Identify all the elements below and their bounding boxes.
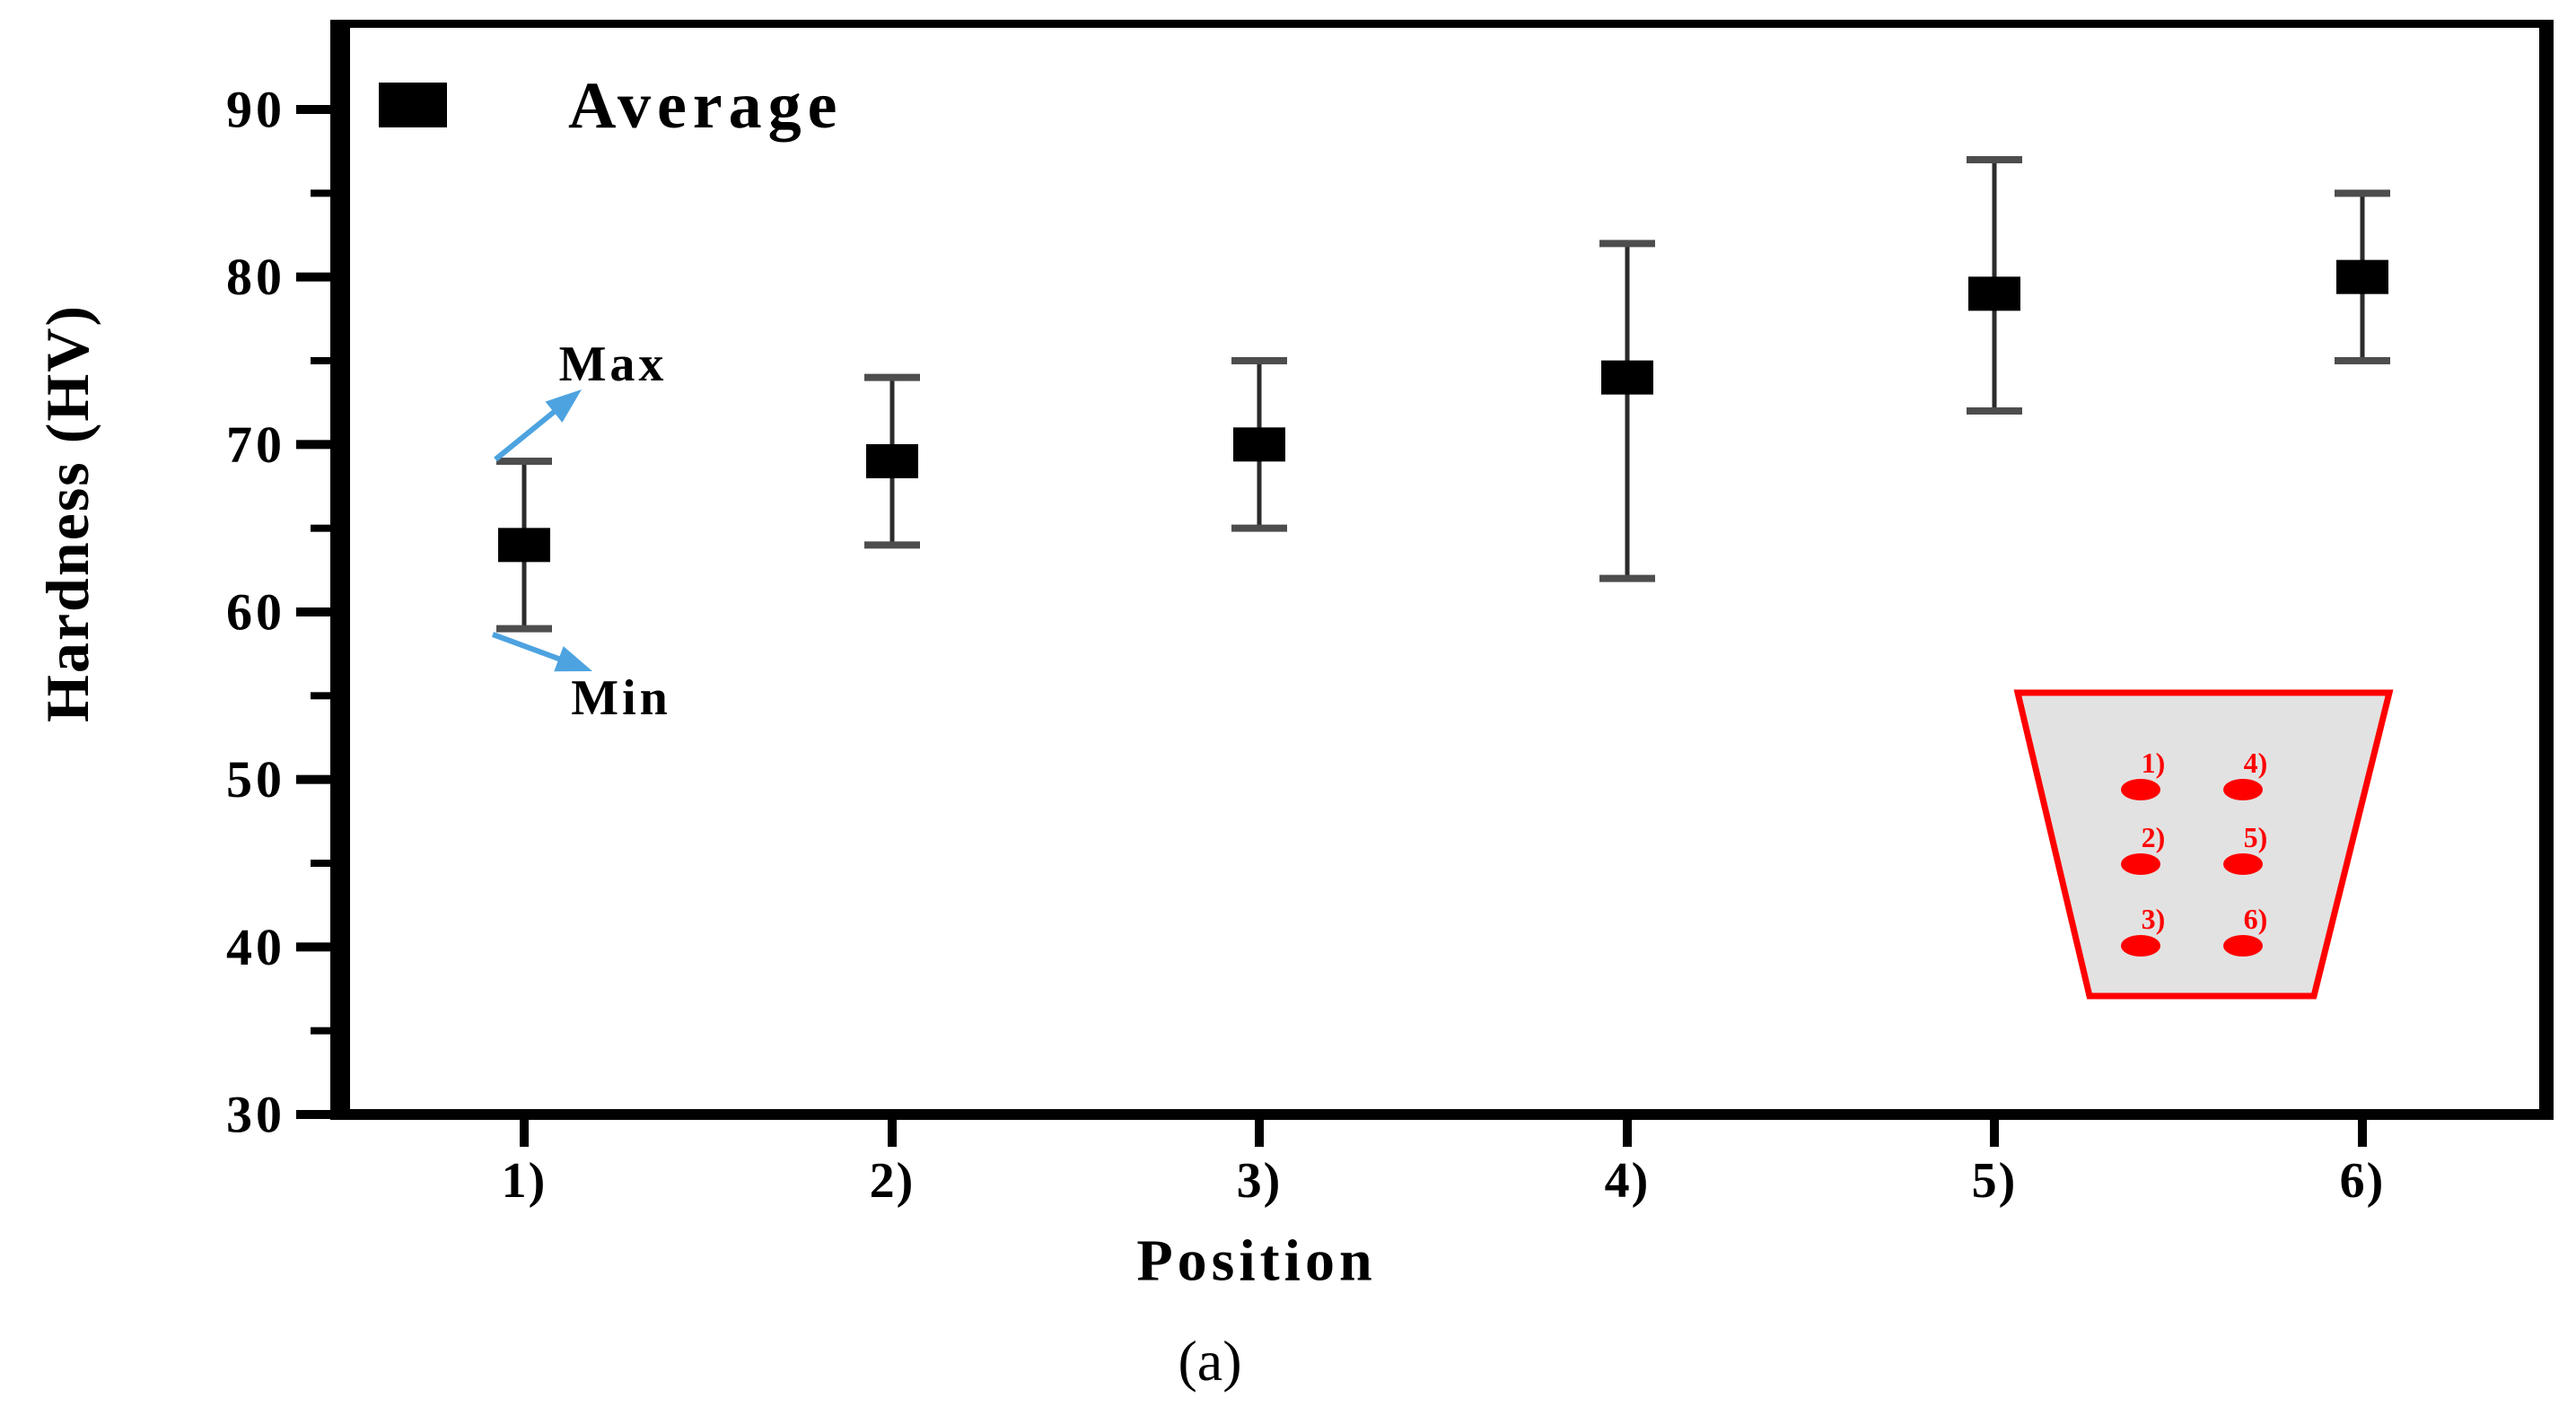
min-arrow-icon-shaft [491,632,565,664]
average-marker-4 [1601,360,1653,395]
min-arrow-icon [554,646,592,672]
y-tick-label-50: 50 [226,750,285,808]
x-axis-title: Position [1136,1228,1376,1294]
error-bar-4 [1599,240,1655,582]
y-tick-label-40: 40 [226,918,285,976]
y-tick-80 [296,272,330,282]
y-tick-label-60: 60 [226,583,285,642]
x-tick-label-3: 3) [1237,1153,1283,1209]
y-minor-tick-35 [311,1027,330,1035]
y-minor-tick-85 [311,189,330,197]
x-tick-label-2: 2) [870,1153,916,1209]
y-tick-50 [296,774,330,784]
y-tick-label-90: 90 [226,81,285,139]
x-tick-3 [1255,1120,1264,1147]
x-tick-6 [2358,1120,2367,1147]
average-marker-1 [498,528,550,563]
inset-dot-3 [2121,935,2160,957]
y-minor-tick-45 [311,860,330,868]
x-tick-2 [888,1120,897,1147]
max-arrow-icon-shaft [494,406,560,462]
y-tick-label-30: 30 [226,1086,285,1144]
average-marker-3 [1233,427,1285,462]
inset-dot-1 [2121,779,2160,800]
x-tick-4 [1623,1120,1632,1147]
x-tick-1 [520,1120,529,1147]
y-tick-60 [296,607,330,617]
inset-dot-label-6: 6) [2244,903,2268,935]
average-marker-5 [1968,276,2020,311]
inset-dot-6 [2223,935,2263,957]
inset-dot-label-4: 4) [2244,747,2268,779]
plot-frame-top [330,20,2554,28]
x-tick-5 [1990,1120,1999,1147]
inset-dot-label-2: 2) [2142,821,2166,853]
inset-dot-label-5: 5) [2244,821,2268,853]
y-tick-90 [296,105,330,114]
y-tick-label-70: 70 [226,415,285,474]
y-tick-30 [296,1110,330,1120]
plot-frame-right [2539,20,2554,1120]
x-tick-label-4: 4) [1605,1153,1651,1209]
figure-caption: (a) [1178,1329,1242,1393]
y-tick-40 [296,942,330,952]
y-tick-label-80: 80 [226,248,285,306]
y-minor-tick-55 [311,692,330,700]
max-arrow-icon [545,389,582,423]
inset-dot-5 [2223,853,2263,875]
y-minor-tick-65 [311,524,330,532]
inset-dot-label-3: 3) [2142,903,2166,935]
inset-dot-2 [2121,853,2160,875]
y-axis-line [330,20,350,1120]
average-marker-6 [2336,259,2388,294]
legend-marker [379,83,447,127]
inset-dot-label-1: 1) [2142,747,2166,779]
y-axis-title: Hardness (HV) [33,304,101,722]
max-annotation: Max [559,336,668,392]
y-minor-tick-75 [311,357,330,365]
x-axis-line [330,1109,2554,1120]
x-tick-label-5: 5) [1972,1153,2018,1209]
x-tick-label-6: 6) [2340,1153,2386,1209]
inset-dot-4 [2223,779,2263,800]
y-tick-70 [296,440,330,450]
min-annotation: Min [571,670,671,726]
legend-label: Average [568,69,843,143]
inset-trapezoid [2013,689,2394,1000]
average-marker-2 [866,444,918,479]
x-tick-label-1: 1) [502,1153,548,1209]
